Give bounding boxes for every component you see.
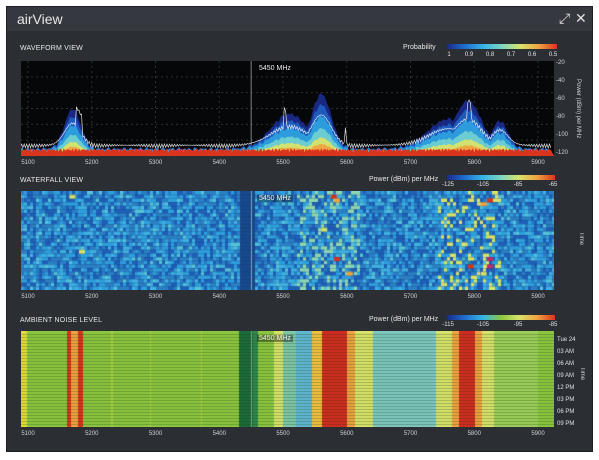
nz-scale-tick: -95 <box>513 322 523 328</box>
wf-ytick: -80 <box>556 114 565 120</box>
noise-legend-title: Power (dBm) per MHz <box>369 316 439 323</box>
noise-time-label: 09 AM <box>557 373 575 379</box>
waveform-xtick: 5200 <box>85 160 99 166</box>
noise-time-label: 06 PM <box>557 409 575 415</box>
wt-scale-tick: -65 <box>548 182 558 188</box>
waveform-xtick: 5900 <box>531 160 545 166</box>
noise-xtick: 5100 <box>21 431 35 437</box>
waterfall-y-axis-label: Time <box>578 232 584 246</box>
noise-time-label: 03 AM <box>557 349 575 355</box>
waveform-y-axis-label: Power (dBm) per MHz <box>575 79 581 139</box>
waveform-section-title: WAVEFORM VIEW <box>20 45 83 52</box>
prob-tick-0.7: 0.7 <box>506 52 516 58</box>
window-title: airView <box>17 11 63 27</box>
noise-frequency-marker: 5450 MHz <box>257 335 293 342</box>
waterfall-color-scale <box>447 175 555 180</box>
nz-scale-tick: -105 <box>476 322 490 328</box>
waveform-frequency-marker: 5450 MHz <box>257 65 293 72</box>
waterfall-heatmap <box>21 191 554 290</box>
waterfall-xtick: 5600 <box>340 294 354 300</box>
waveform-plot[interactable] <box>21 61 554 156</box>
prob-tick-0.6: 0.6 <box>527 52 537 58</box>
probability-color-scale <box>447 44 557 49</box>
noise-xtick: 5600 <box>340 431 354 437</box>
waterfall-plot[interactable] <box>21 191 554 290</box>
wf-ytick: -100 <box>556 132 569 138</box>
nz-scale-tick: -115 <box>442 322 454 328</box>
prob-tick-0.8: 0.8 <box>485 52 495 58</box>
waterfall-xtick: 5300 <box>148 294 163 300</box>
noise-xtick: 5700 <box>403 431 418 437</box>
waveform-probability-band <box>21 127 554 156</box>
prob-tick-0.5: 0.5 <box>548 52 558 58</box>
wt-scale-tick: -85 <box>513 182 523 188</box>
waterfall-xtick: 5900 <box>531 294 545 300</box>
waveform-xtick: 5100 <box>21 160 35 166</box>
close-icon[interactable]: ✕ <box>575 10 587 26</box>
waveform-xtick: 5500 <box>276 160 290 166</box>
waterfall-legend-title: Power (dBm) per MHz <box>369 176 439 183</box>
noise-time-label: 06 AM <box>557 361 575 367</box>
noise-heatmap <box>21 331 554 427</box>
prob-tick-0.9: 0.9 <box>464 52 474 58</box>
waterfall-xtick: 5500 <box>276 294 290 300</box>
waveform-chart <box>21 61 554 156</box>
waterfall-section-title: WATERFALL VIEW <box>20 177 84 184</box>
waterfall-xtick: 5100 <box>21 294 35 300</box>
expand-icon[interactable]: ⤢ <box>559 10 571 26</box>
waveform-xtick: 5700 <box>403 160 418 166</box>
noise-xtick: 5400 <box>212 431 226 437</box>
waterfall-xtick: 5400 <box>212 294 226 300</box>
waterfall-frequency-marker: 5450 MHz <box>257 195 293 202</box>
waveform-trace <box>21 99 552 150</box>
noise-time-label: Tue 24 <box>557 337 576 343</box>
noise-xtick: 5300 <box>148 431 163 437</box>
noise-xtick: 5200 <box>85 431 99 437</box>
wt-scale-tick: -125 <box>441 182 455 188</box>
noise-color-scale <box>447 315 555 320</box>
noise-xtick: 5800 <box>467 431 481 437</box>
waveform-xtick: 5800 <box>467 160 481 166</box>
noise-time-label: 09 PM <box>557 421 575 427</box>
prob-tick-1: 1 <box>447 52 451 58</box>
waterfall-xtick: 5700 <box>403 294 418 300</box>
noise-time-label: 03 PM <box>557 397 575 403</box>
noise-plot[interactable] <box>21 331 554 427</box>
noise-xtick: 5900 <box>531 431 545 437</box>
wf-ytick: -20 <box>556 60 565 66</box>
noise-y-axis-label: Time <box>579 367 585 381</box>
wf-ytick: -60 <box>556 96 565 102</box>
noise-xtick: 5500 <box>276 431 290 437</box>
waterfall-xtick: 5800 <box>467 294 481 300</box>
wf-ytick: -40 <box>556 78 565 84</box>
noise-time-label: 12 PM <box>557 385 575 391</box>
waveform-xtick: 5600 <box>340 160 354 166</box>
wf-ytick: -120 <box>556 150 569 156</box>
noise-section-title: AMBIENT NOISE LEVEL <box>20 317 103 324</box>
waveform-xtick: 5300 <box>148 160 163 166</box>
probability-legend-title: Probability <box>403 44 436 51</box>
waveform-xtick: 5400 <box>212 160 226 166</box>
waveform-noise-floor <box>21 148 554 156</box>
airview-window: airView ⤢ ✕ WAVEFORM VIEW Probability 1 … <box>6 6 593 452</box>
title-bar: airView ⤢ ✕ <box>7 7 592 31</box>
waterfall-xtick: 5200 <box>85 294 99 300</box>
wt-scale-tick: -105 <box>476 182 490 188</box>
nz-scale-tick: -85 <box>548 322 558 328</box>
waveform-probability-band <box>21 115 554 156</box>
